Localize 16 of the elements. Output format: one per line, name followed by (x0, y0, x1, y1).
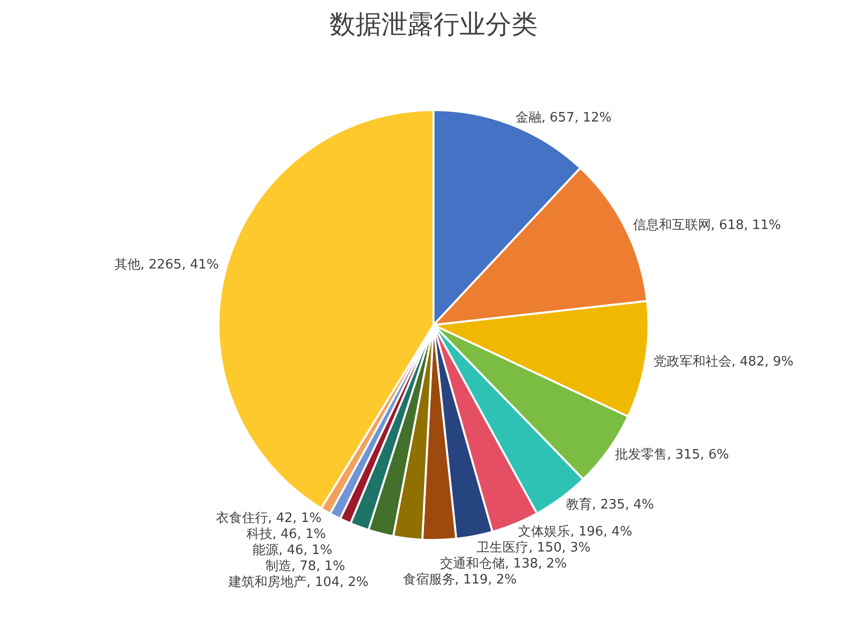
slice-label: 信息和互联网, 618, 11% (632, 218, 782, 233)
slice-label: 教育, 235, 4% (566, 496, 654, 512)
slice-label: 能源, 46, 1% (252, 542, 332, 558)
chart-title: 数据泄露行业分类 (330, 10, 538, 40)
slice-label: 科技, 46, 1% (246, 526, 326, 542)
slice-label: 交通和仓储, 138, 2% (440, 555, 567, 572)
slice-label: 制造, 78, 1% (265, 558, 346, 574)
slice-label: 食宿服务, 119, 2% (402, 571, 517, 588)
slice-label: 批发零售, 315, 6% (615, 448, 729, 463)
slice-label: 其他, 2265, 41% (114, 257, 219, 272)
slice-label: 党政军和社会, 482, 9% (654, 354, 794, 370)
slice-label: 建筑和房地产, 104, 2% (228, 574, 369, 590)
slice-label: 金融, 657, 12% (515, 110, 612, 126)
slice-label: 卫生医疗, 150, 3% (476, 540, 591, 556)
slice-label: 文体娱乐, 196, 4% (518, 524, 632, 540)
slice-label: 衣食住行, 42, 1% (216, 510, 322, 526)
